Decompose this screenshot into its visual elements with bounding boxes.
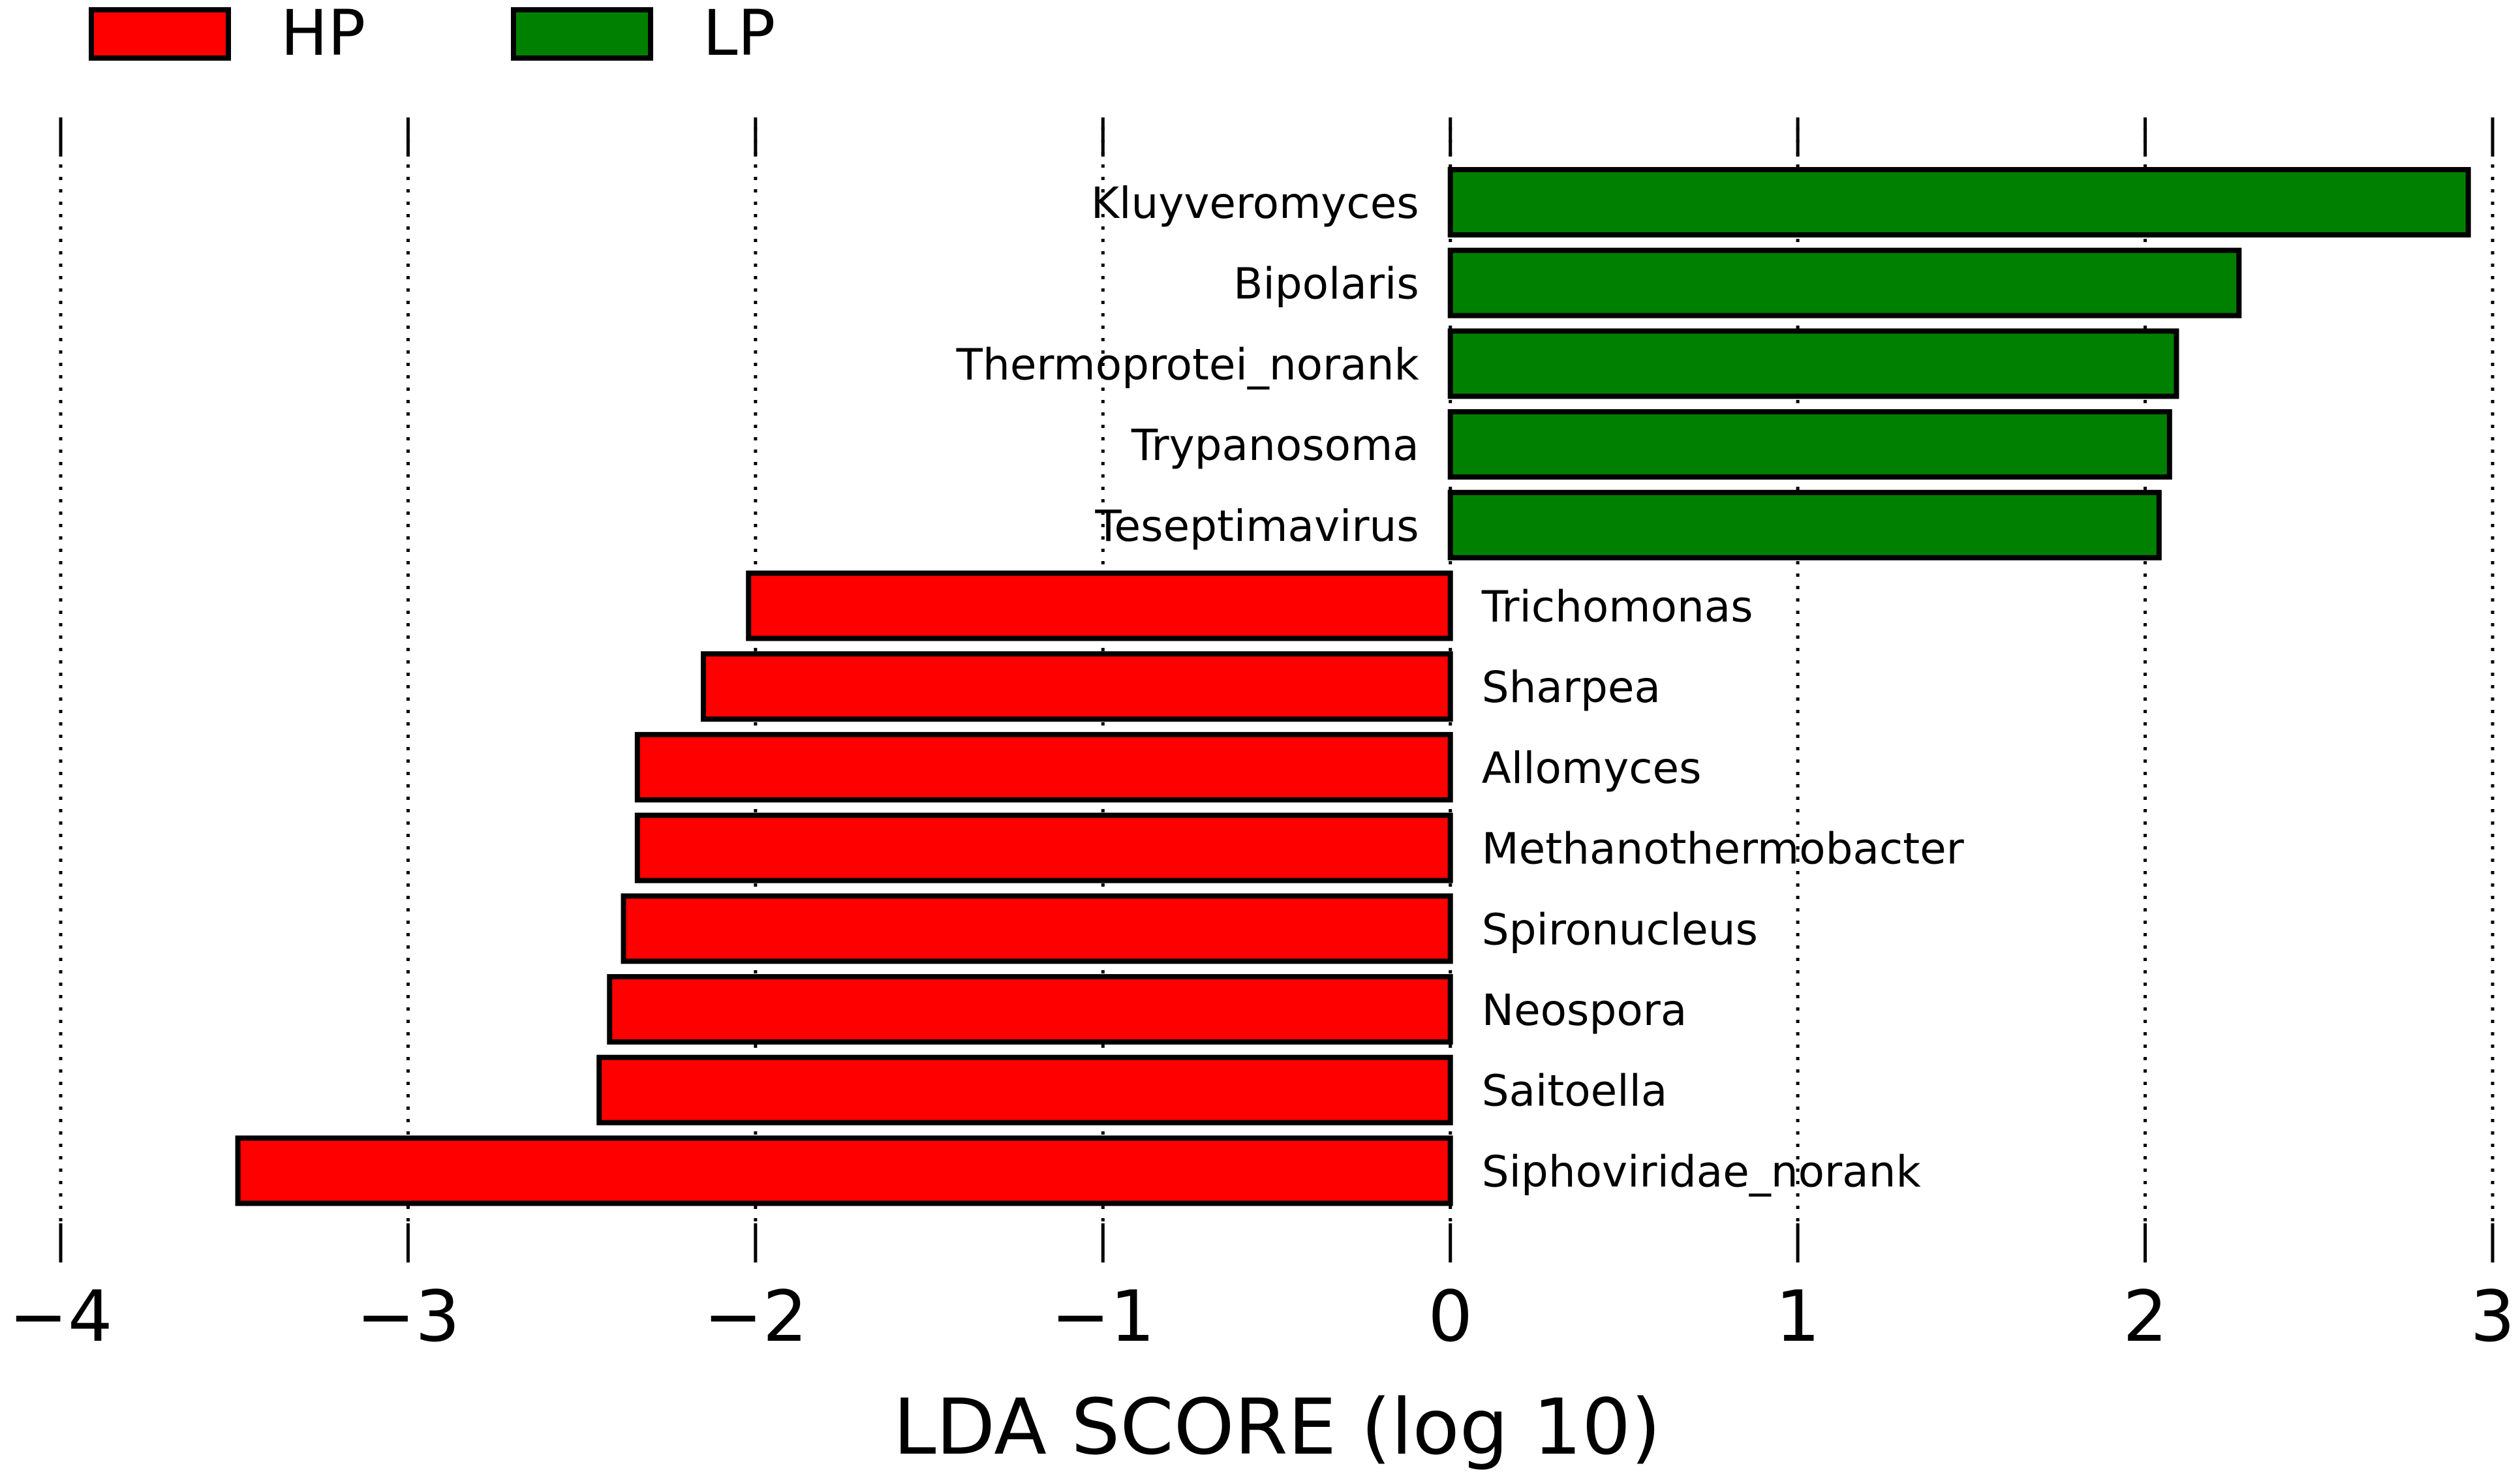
- bar-label: Neospora: [1482, 985, 1687, 1035]
- bar-label: Siphoviridae_norank: [1482, 1146, 1922, 1197]
- x-tick-label: 2: [2123, 1276, 2168, 1358]
- bar-label: Kluyveromyces: [1091, 178, 1419, 228]
- bar-teseptimavirus: [1447, 489, 2162, 560]
- bar-label: Teseptimavirus: [1094, 501, 1419, 551]
- x-tick-label: −2: [703, 1276, 807, 1358]
- bar-siphoviridae-norank: [235, 1135, 1453, 1206]
- bar-allomyces: [634, 731, 1453, 803]
- bar-trichomonas: [746, 570, 1453, 641]
- bar-saitoella: [596, 1054, 1453, 1125]
- bar-label: Allomyces: [1482, 743, 1702, 793]
- bar-label: Trichomonas: [1481, 582, 1753, 632]
- x-tick-label: 3: [2470, 1276, 2515, 1358]
- legend: HP LP: [89, 0, 775, 70]
- bar-sharpea: [700, 651, 1453, 722]
- bar-trypanosoma: [1447, 409, 2172, 480]
- bar-label: Trypanosoma: [1131, 420, 1419, 470]
- legend-swatch-lp: [511, 7, 653, 61]
- bar-spironucleus: [621, 893, 1453, 964]
- bar-neospora: [607, 974, 1453, 1045]
- bar-bipolaris: [1447, 247, 2242, 318]
- bar-label: Spironucleus: [1482, 904, 1758, 955]
- grid-lines: [59, 127, 2495, 1230]
- legend-swatch-hp: [89, 7, 231, 61]
- x-tick-label: 0: [1428, 1276, 1473, 1358]
- x-tick-label: −1: [1051, 1276, 1155, 1358]
- x-axis: −4 −3 −2 −1 0 1 2 3: [8, 117, 2515, 1358]
- bar-thermoprotei-norank: [1447, 328, 2179, 399]
- bar-label: Sharpea: [1482, 662, 1661, 712]
- bar-kluyveromyces: [1447, 167, 2471, 237]
- legend-label-hp: HP: [281, 0, 365, 70]
- legend-label-lp: LP: [703, 0, 775, 70]
- x-tick-label: 1: [1775, 1276, 1821, 1358]
- bar-label: Thermoprotei_norank: [956, 339, 1420, 390]
- bar-label: Saitoella: [1482, 1066, 1668, 1116]
- bars: [235, 167, 2471, 1206]
- x-tick-label: −4: [8, 1276, 112, 1358]
- bar-label: Bipolaris: [1233, 259, 1419, 309]
- x-axis-title: LDA SCORE (log 10): [893, 1382, 1661, 1472]
- bar-methanothermobacter: [634, 812, 1453, 883]
- bar-label: Methanothermobacter: [1482, 824, 1965, 874]
- x-tick-label: −3: [356, 1276, 460, 1358]
- category-labels: Kluyveromyces Bipolaris Thermoprotei_noran…: [956, 178, 1965, 1197]
